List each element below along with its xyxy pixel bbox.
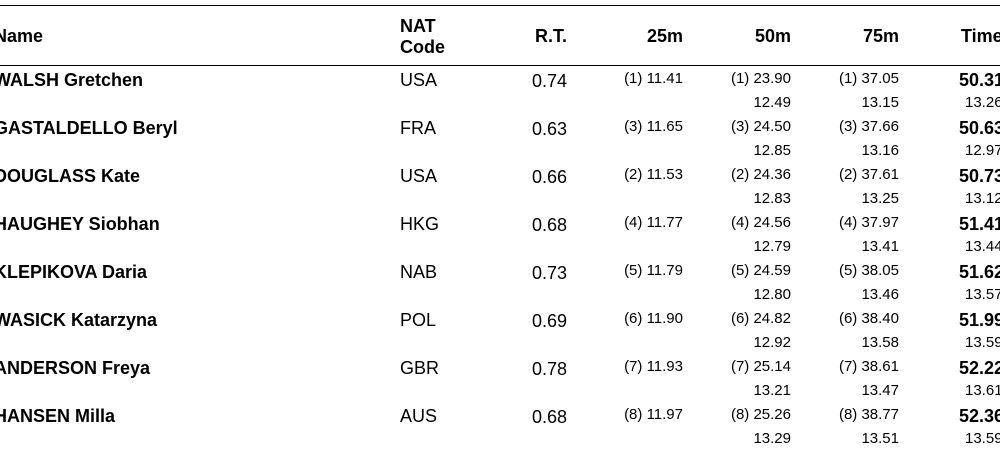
lap-50m: 12.80 — [753, 286, 791, 303]
split-75m: (1) 37.05 — [838, 70, 899, 87]
nat-code: USA — [400, 70, 438, 90]
nat-code: USA — [400, 166, 438, 186]
split-25m: (8) 11.97 — [624, 406, 683, 423]
lap-75m: 13.25 — [861, 190, 899, 207]
split-75m: (8) 38.77 — [838, 406, 899, 423]
lap-final: 13.57 — [965, 286, 1000, 303]
athlete-name: DOUGLASS Kate — [0, 166, 141, 186]
split-75m: (4) 37.97 — [838, 214, 899, 231]
lap-final: 12.97 — [965, 142, 1000, 159]
split-75m: (5) 38.05 — [838, 262, 899, 279]
split-50m: (8) 25.26 — [730, 406, 791, 423]
lap-50m: 12.85 — [753, 142, 791, 159]
nat-code: GBR — [400, 358, 440, 378]
lap-50m: 12.92 — [753, 334, 791, 351]
final-time: 51.62 — [959, 262, 1000, 282]
nat-code: AUS — [400, 406, 438, 426]
split-25m: (2) 11.53 — [624, 166, 683, 183]
reaction-time: 0.73 — [531, 263, 567, 283]
final-time: 52.36 — [959, 406, 1000, 426]
final-time: 50.63 — [959, 118, 1000, 138]
lap-50m: 13.29 — [753, 430, 791, 447]
reaction-time: 0.74 — [531, 71, 567, 91]
reaction-time: 0.78 — [531, 359, 567, 379]
final-time: 51.99 — [959, 310, 1000, 330]
header-50m: 50m — [754, 26, 791, 46]
athlete-name: KLEPIKOVA Daria — [0, 262, 148, 282]
header-nat: NAT Code — [400, 16, 445, 57]
nat-code: NAB — [400, 262, 438, 282]
final-time: 52.22 — [959, 358, 1000, 378]
athlete-name: WASICK Katarzyna — [0, 310, 158, 330]
split-25m: (3) 11.65 — [624, 118, 683, 135]
athlete-name: WALSH Gretchen — [0, 70, 144, 90]
final-time: 50.31 — [959, 70, 1000, 90]
lap-final: 13.59 — [965, 430, 1000, 447]
athlete-name: HANSEN Milla — [0, 406, 116, 426]
lap-75m: 13.47 — [861, 382, 899, 399]
split-50m: (6) 24.82 — [730, 310, 791, 327]
lap-75m: 13.46 — [861, 286, 899, 303]
header-name: Name — [0, 26, 44, 46]
header-rt: R.T. — [534, 26, 567, 46]
lap-50m: 13.21 — [753, 382, 791, 399]
reaction-time: 0.69 — [531, 311, 567, 331]
split-50m: (1) 23.90 — [730, 70, 791, 87]
lap-50m: 12.49 — [753, 94, 791, 111]
reaction-time: 0.68 — [531, 215, 567, 235]
lap-final: 13.59 — [965, 334, 1000, 351]
lap-75m: 13.16 — [861, 142, 899, 159]
header-rule — [0, 65, 1000, 66]
lap-75m: 13.15 — [861, 94, 899, 111]
nat-code: POL — [400, 310, 437, 330]
split-75m: (2) 37.61 — [838, 166, 899, 183]
final-time: 51.41 — [959, 214, 1000, 234]
final-time: 50.73 — [959, 166, 1000, 186]
lap-50m: 12.83 — [753, 190, 791, 207]
split-25m: (5) 11.79 — [624, 262, 683, 279]
nat-code: FRA — [400, 118, 436, 138]
split-50m: (7) 25.14 — [730, 358, 791, 375]
reaction-time: 0.68 — [531, 407, 567, 427]
split-25m: (6) 11.90 — [624, 310, 683, 327]
split-50m: (5) 24.59 — [730, 262, 791, 279]
split-25m: (4) 11.77 — [624, 214, 683, 231]
lap-final: 13.61 — [965, 382, 1000, 399]
split-50m: (3) 24.50 — [730, 118, 791, 135]
header-25m: 25m — [646, 26, 683, 46]
header-75m: 75m — [862, 26, 899, 46]
split-75m: (6) 38.40 — [838, 310, 899, 327]
split-75m: (7) 38.61 — [838, 358, 899, 375]
athlete-name: ANDERSON Freya — [0, 358, 151, 378]
top-rule — [0, 5, 1000, 6]
athlete-name: HAUGHEY Siobhan — [0, 214, 160, 234]
lap-final: 13.26 — [965, 94, 1000, 111]
split-50m: (4) 24.56 — [730, 214, 791, 231]
lap-75m: 13.51 — [861, 430, 899, 447]
split-75m: (3) 37.66 — [838, 118, 899, 135]
athlete-name: GASTALDELLO Beryl — [0, 118, 178, 138]
split-25m: (1) 11.41 — [624, 70, 683, 87]
split-25m: (7) 11.93 — [624, 358, 683, 375]
reaction-time: 0.63 — [531, 119, 567, 139]
reaction-time: 0.66 — [531, 167, 567, 187]
header-time: Time — [961, 26, 1000, 46]
lap-final: 13.44 — [965, 238, 1000, 255]
lap-final: 13.12 — [965, 190, 1000, 207]
lap-75m: 13.58 — [861, 334, 899, 351]
lap-75m: 13.41 — [861, 238, 899, 255]
nat-code: HKG — [400, 214, 440, 234]
lap-50m: 12.79 — [753, 238, 791, 255]
split-50m: (2) 24.36 — [730, 166, 791, 183]
